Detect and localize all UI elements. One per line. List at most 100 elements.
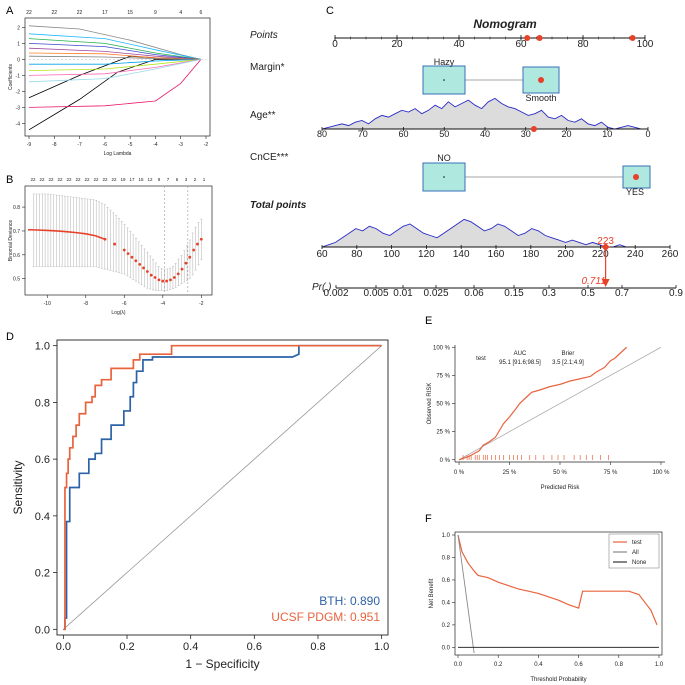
total-density [321, 218, 640, 248]
x-axis-label: Log(λ) [111, 310, 126, 316]
points-tick-label: 20 [391, 39, 403, 50]
y-tick-label: 100 % [433, 345, 451, 351]
top-tick-label: 15 [127, 10, 133, 16]
x-tick-label: 25 % [503, 470, 517, 476]
nomogram-title: Nomogram [473, 17, 537, 31]
top-tick-label: 12 [147, 177, 153, 182]
deviance-point [184, 261, 188, 265]
axes-frame [24, 185, 213, 296]
x-tick-label: 1.0 [374, 641, 389, 653]
y-tick-label: 0.2 [35, 568, 50, 580]
margin-dot-hazy [443, 79, 445, 81]
row-label-margin: Margin* [250, 62, 285, 73]
coef-path-c2 [28, 59, 202, 108]
top-tick-label: 2 [194, 177, 197, 182]
top-tick-label: 9 [158, 177, 161, 182]
legend-auc-value: 95.1 [91.6;98.5] [499, 360, 541, 366]
row-label-cnce: CnCE*** [250, 152, 288, 163]
total-tick-label: 180 [522, 249, 539, 260]
margin-level-hazy: Hazy [434, 57, 455, 67]
deviance-point [103, 237, 107, 241]
top-tick-label: 22 [77, 10, 83, 16]
coef-path-c7 [28, 43, 201, 60]
total-tick-label: 100 [383, 249, 400, 260]
panel-label-b: B [6, 174, 13, 186]
x-tick-label: 1.0 [655, 662, 664, 668]
panel-b-lasso-cv: -10 -8 -6 -4 -20.50.60.70.822 22 22 22 22 22 22 22 2… [8, 177, 213, 316]
y-tick-label: -2 [16, 89, 21, 95]
pr-tick-label: 0.15 [504, 288, 524, 299]
x-tick-label: -7 [77, 142, 82, 148]
y-tick-label: 0.4 [35, 511, 50, 523]
total-tick-label: 140 [453, 249, 470, 260]
total-tick-label: 240 [627, 249, 644, 260]
deviance-point [157, 278, 161, 282]
y-tick-label: 0.6 [13, 253, 20, 259]
top-tick-label: 6 [176, 177, 179, 182]
ideal-line [458, 346, 662, 461]
top-tick-label: 17 [129, 177, 135, 182]
row-label-age: Age** [250, 110, 276, 121]
top-tick-label: 22 [66, 177, 72, 182]
auc-label-bth: BTH: 0.890 [319, 594, 380, 608]
top-tick-label: 15 [138, 177, 144, 182]
x-axis-label: Threshold Probability [530, 677, 586, 683]
coef-path-c14 [28, 59, 202, 83]
top-tick-label: 22 [93, 177, 99, 182]
y-tick-label: -4 [16, 121, 21, 127]
top-tick-label: 22 [111, 177, 117, 182]
panel-d-roc: 0.0 0.2 0.4 0.6 0.8 1.0 0.0 0.2 0.4 0.6 0.8 1.0 1 − … [11, 339, 389, 671]
age-tick-label: 30 [521, 129, 531, 139]
age-tick-label: 50 [439, 129, 449, 139]
deviance-point [130, 255, 134, 259]
y-tick-label: 0 % [440, 458, 451, 464]
y-tick-label: 0.6 [442, 578, 451, 584]
points-marker [536, 35, 543, 41]
deviance-point [153, 276, 157, 279]
legend-auc-header: AUC [514, 351, 527, 357]
x-tick-label: -10 [44, 301, 51, 307]
deviance-point [176, 272, 180, 276]
x-tick-label: -5 [128, 142, 133, 148]
pr-tick-label: 0.3 [542, 288, 556, 299]
x-tick-label: 100 % [652, 470, 670, 476]
margin-box-hazy [422, 65, 466, 95]
top-tick-label: 9 [154, 10, 157, 16]
x-tick-label: 0.0 [56, 641, 71, 653]
deviance-point [149, 273, 153, 277]
legend-label-all: All [632, 550, 639, 556]
y-tick-label: 2 [17, 25, 20, 31]
y-tick-label: 0.8 [35, 397, 50, 409]
legend-test-label: test [476, 356, 486, 362]
deviance-point [138, 262, 142, 266]
pr-tick-label: 0.01 [393, 288, 413, 299]
y-tick-label: 50 % [436, 402, 450, 408]
x-tick-label: -4 [153, 142, 158, 148]
deviance-point [113, 242, 117, 246]
y-tick-label: 1.0 [35, 341, 50, 353]
age-tick-label: 10 [602, 129, 612, 139]
pr-tick-label: 0.06 [464, 288, 484, 299]
x-tick-label: 50 % [553, 470, 567, 476]
deviance-point [172, 276, 176, 279]
dca-curve-test [457, 534, 658, 626]
legend-brier-header: Brier [562, 351, 575, 357]
x-tick-label: 0.6 [247, 641, 262, 653]
pr-tick-label: 0.7 [615, 288, 629, 299]
y-tick-label: -1 [16, 73, 21, 79]
points-marker [524, 35, 531, 41]
x-tick-label: -3 [178, 142, 183, 148]
y-tick-label: 0.2 [442, 623, 451, 629]
auc-label-ucsf: UCSF PDGM: 0.951 [271, 610, 380, 624]
coef-path-c8 [28, 47, 201, 60]
pr-tick-label: 0.002 [323, 288, 348, 299]
total-tick-label: 80 [351, 249, 363, 260]
top-tick-label: 22 [102, 177, 108, 182]
deviance-point [122, 248, 126, 252]
y-tick-label: 0.0 [442, 645, 451, 651]
cnce-level-no: NO [437, 153, 451, 163]
y-tick-label: 0.8 [442, 555, 451, 561]
panel-label-f: F [425, 513, 432, 525]
x-tick-label: 0.8 [615, 662, 624, 668]
deviance-point [199, 237, 203, 241]
